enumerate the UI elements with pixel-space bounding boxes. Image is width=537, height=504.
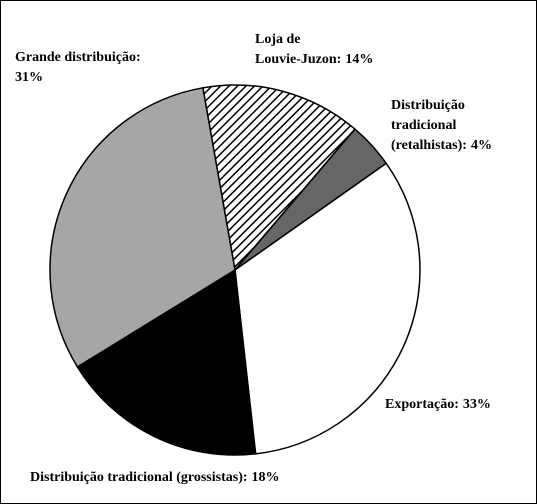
slice-name: Grande distribuição: (15, 50, 141, 65)
slice-name: Distribuição tradicional (retalhistas): (391, 98, 467, 153)
slice-value: 18% (251, 470, 280, 485)
pie-slice (49, 86, 236, 368)
slice-value: 31% (15, 70, 43, 85)
slice-value: 4% (470, 138, 492, 153)
slice-value: 14% (345, 52, 374, 67)
slice-value: 33% (462, 397, 491, 412)
slice-name: Loja de Louvie-Juzon: (255, 32, 342, 67)
slice-label: Grande distribuição: 31% (15, 48, 141, 88)
pie-slice (234, 162, 421, 455)
slice-label: Distribuição tradicional (retalhistas): 4… (391, 96, 492, 156)
pie-slice (76, 268, 257, 456)
slice-label: Loja de Louvie-Juzon: 14% (255, 30, 373, 70)
slice-label: Exportação: 33% (385, 395, 491, 415)
slice-label: Distribuição tradicional (grossistas): 18… (30, 468, 280, 488)
pie-slice (202, 84, 356, 272)
slice-name: Exportação: (385, 397, 459, 412)
slice-name: Distribuição tradicional (grossistas): (30, 470, 248, 485)
